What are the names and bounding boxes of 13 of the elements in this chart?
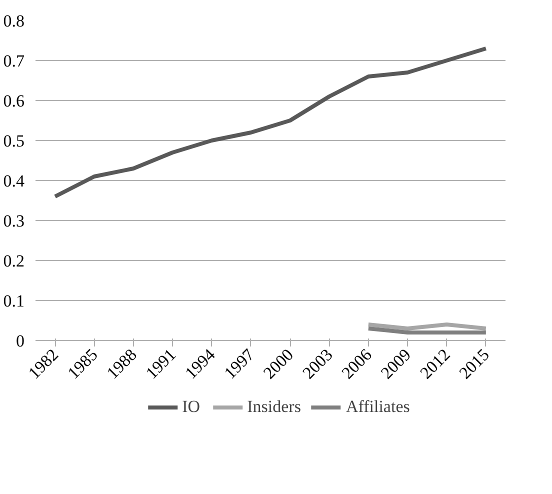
legend-label: Insiders (247, 397, 301, 417)
y-tick-label: 0.3 (3, 212, 24, 230)
y-tick-label: 0.2 (3, 252, 24, 270)
y-tick-label: 0 (16, 332, 24, 350)
y-tick-label: 0.5 (3, 132, 24, 150)
y-tick-label: 0.7 (3, 52, 25, 70)
y-tick-label: 0.4 (3, 172, 25, 190)
legend-label: IO (182, 397, 202, 417)
y-tick-label: 0.6 (3, 92, 24, 110)
y-tick-label: 0.8 (3, 12, 24, 30)
legend-label: Affiliates (346, 397, 410, 417)
y-tick-label: 0.1 (3, 292, 24, 310)
line-series (53, 46, 488, 198)
